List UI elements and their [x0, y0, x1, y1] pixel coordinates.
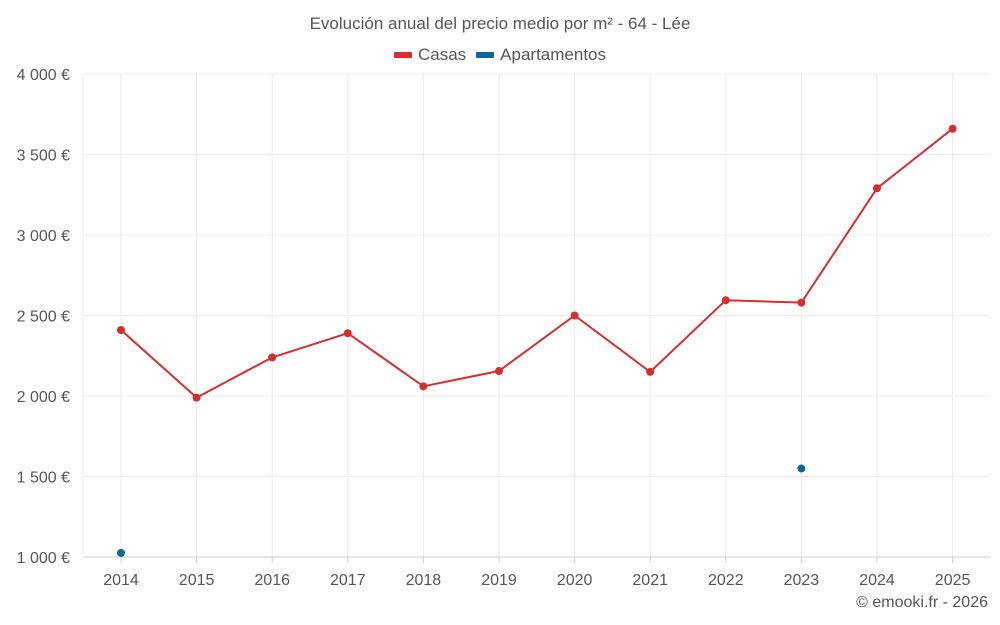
legend-item-casas[interactable]: Casas: [393, 45, 467, 65]
legend-label-apartamentos: Apartamentos: [500, 45, 607, 64]
credit-text: © emooki.fr - 2026: [856, 594, 988, 611]
x-tick-label: 2022: [708, 572, 744, 589]
data-point-casas: [721, 296, 730, 305]
x-tick-label: 2021: [632, 572, 668, 589]
x-tick-label: 2018: [406, 572, 442, 589]
data-point-casas: [419, 382, 428, 391]
data-point-casas: [192, 393, 201, 402]
data-point-apartamentos: [797, 464, 806, 473]
data-point-casas: [873, 184, 881, 193]
data-point-casas: [570, 311, 579, 320]
x-tick-label: 2019: [481, 572, 517, 589]
data-point-casas: [268, 353, 277, 362]
y-tick-label: 2 000 €: [17, 389, 70, 406]
data-point-casas: [797, 298, 806, 307]
y-tick-label: 4 000 €: [17, 67, 70, 84]
legend-swatch-apartamentos: [476, 52, 495, 58]
data-point-casas: [117, 325, 125, 334]
legend: Casas Apartamentos: [0, 45, 1000, 65]
x-tick-label: 2014: [103, 572, 139, 589]
x-tick-label: 2016: [254, 572, 290, 589]
x-tick-label: 2015: [179, 572, 215, 589]
chart-title: Evolución anual del precio medio por m² …: [309, 14, 691, 33]
data-point-casas: [948, 124, 957, 133]
x-tick-label: 2023: [784, 572, 820, 589]
y-tick-label: 1 000 €: [17, 550, 70, 567]
y-tick-label: 2 500 €: [17, 309, 70, 326]
y-tick-label: 3 000 €: [17, 228, 70, 245]
data-point-apartamentos: [117, 548, 125, 557]
data-point-casas: [495, 367, 503, 376]
data-point-casas: [343, 329, 352, 338]
series-line-casas: [120, 127, 954, 399]
x-tick-label: 2020: [557, 572, 593, 589]
legend-item-apartamentos[interactable]: Apartamentos: [476, 45, 606, 65]
legend-swatch-casas: [393, 52, 412, 58]
x-tick-label: 2025: [935, 572, 971, 589]
x-tick-label: 2024: [859, 572, 895, 589]
legend-label-casas: Casas: [417, 45, 467, 64]
y-tick-label: 1 500 €: [17, 470, 70, 487]
y-tick-label: 3 500 €: [17, 148, 70, 165]
data-point-casas: [646, 367, 655, 376]
x-tick-label: 2017: [330, 572, 366, 589]
